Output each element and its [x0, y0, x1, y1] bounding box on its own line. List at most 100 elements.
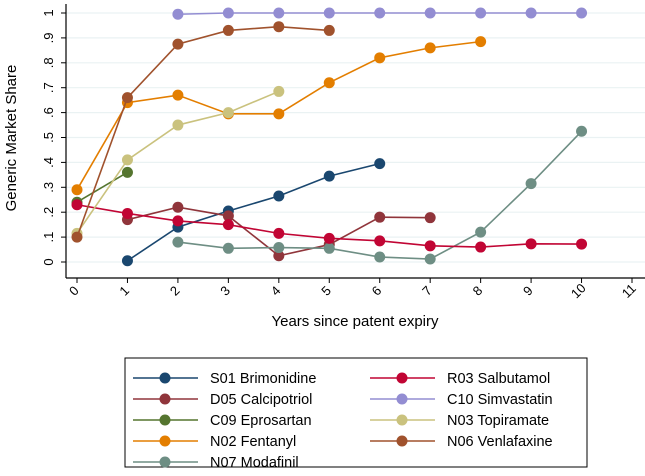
y-tick-label: .2	[41, 207, 56, 218]
data-point	[71, 199, 83, 211]
legend-item: N02 Fentanyl	[133, 434, 296, 450]
data-point	[172, 38, 184, 50]
data-point	[374, 211, 386, 223]
legend-item: R03 Salbutamol	[370, 371, 550, 387]
data-point	[273, 242, 285, 254]
x-tick-label: 3	[217, 283, 233, 299]
x-axis-label: Years since patent expiry	[271, 313, 439, 330]
data-point	[424, 253, 436, 265]
series-s01-brimonidine	[121, 158, 386, 267]
data-point	[273, 250, 285, 262]
data-point	[323, 170, 335, 182]
data-point	[172, 119, 184, 131]
data-point	[576, 238, 588, 250]
data-point	[121, 154, 133, 166]
series-n06-venlafaxine	[71, 21, 335, 243]
data-point	[222, 107, 234, 119]
series-line	[127, 162, 380, 262]
legend-label: N07 Modafinil	[210, 455, 299, 471]
x-tick-label: 10	[568, 280, 589, 301]
legend-marker	[159, 414, 171, 426]
y-axis-label: Generic Market Share	[3, 65, 20, 212]
data-point	[424, 240, 436, 252]
data-point	[576, 7, 588, 19]
series-line	[76, 25, 330, 238]
data-point	[323, 7, 335, 19]
y-tick-label: 0	[41, 258, 56, 265]
data-point	[475, 7, 487, 19]
data-point	[121, 207, 133, 219]
y-tick-label: .8	[41, 57, 56, 68]
data-point	[273, 108, 285, 120]
y-tick-label: .4	[41, 157, 56, 168]
x-tick-label: 5	[318, 283, 334, 299]
data-point	[475, 241, 487, 253]
data-point	[525, 7, 537, 19]
data-point	[121, 166, 133, 178]
legend-marker	[396, 393, 408, 405]
x-tick-label: 7	[419, 283, 435, 299]
data-point	[172, 89, 184, 101]
x-tick-label: 9	[520, 283, 536, 299]
data-point	[222, 7, 234, 19]
legend-marker	[159, 372, 171, 384]
y-tick-label: .5	[41, 132, 56, 143]
data-point	[121, 255, 133, 267]
y-tick-label: .7	[41, 82, 56, 93]
legend-item: N03 Topiramate	[370, 413, 549, 429]
data-point	[374, 235, 386, 247]
series-r03-salbutamol	[71, 199, 588, 253]
legend-marker	[159, 435, 171, 447]
y-tick-label: .9	[41, 32, 56, 43]
data-point	[71, 231, 83, 243]
x-ticks: 0 1 2 3 4 5 6 7 8 9 10 11	[66, 278, 639, 301]
data-point	[71, 184, 83, 196]
data-point	[475, 226, 487, 238]
legend-label: C10 Simvastatin	[447, 392, 553, 408]
data-point	[273, 85, 285, 97]
legend-label: S01 Brimonidine	[210, 371, 316, 387]
legend-box	[124, 357, 588, 468]
y-ticks: 0 .1 .2 .3 .4 .5 .6 .7 .8 .9 1	[41, 9, 66, 266]
data-point	[323, 24, 335, 36]
legend-marker	[396, 372, 408, 384]
data-point	[273, 21, 285, 33]
data-point	[374, 251, 386, 263]
data-point	[424, 7, 436, 19]
y-tick-label: .3	[41, 182, 56, 193]
legend-item: N06 Venlafaxine	[370, 434, 553, 450]
legend-item: D05 Calcipotriol	[133, 392, 312, 408]
series-line	[76, 171, 128, 203]
data-point	[222, 24, 234, 36]
series-n07-modafinil	[172, 125, 588, 265]
data-point	[323, 242, 335, 254]
data-point	[273, 227, 285, 239]
data-point	[121, 92, 133, 104]
legend-item: N07 Modafinil	[133, 455, 299, 471]
legend-label: N03 Topiramate	[447, 413, 549, 429]
data-point	[222, 242, 234, 254]
legend-label: C09 Eprosartan	[210, 413, 312, 429]
data-point	[323, 77, 335, 89]
legend-marker	[159, 456, 171, 468]
data-point	[172, 236, 184, 248]
x-tick-label: 8	[470, 283, 486, 299]
legend-item: C10 Simvastatin	[370, 392, 553, 408]
data-point	[525, 238, 537, 250]
data-point	[222, 210, 234, 222]
legend-label: D05 Calcipotriol	[210, 392, 312, 408]
series-n02-fentanyl	[71, 36, 487, 196]
x-tick-label: 4	[268, 283, 284, 299]
data-point	[475, 36, 487, 48]
series-n03-topiramate	[71, 85, 285, 239]
gridlines	[66, 12, 645, 263]
x-tick-label: 0	[66, 283, 82, 299]
legend-item: C09 Eprosartan	[133, 413, 312, 429]
data-point	[222, 219, 234, 231]
x-tick-label: 2	[167, 283, 183, 299]
x-tick-label: 11	[619, 281, 639, 301]
data-point	[525, 178, 537, 190]
data-point	[172, 215, 184, 227]
legend-marker	[396, 414, 408, 426]
